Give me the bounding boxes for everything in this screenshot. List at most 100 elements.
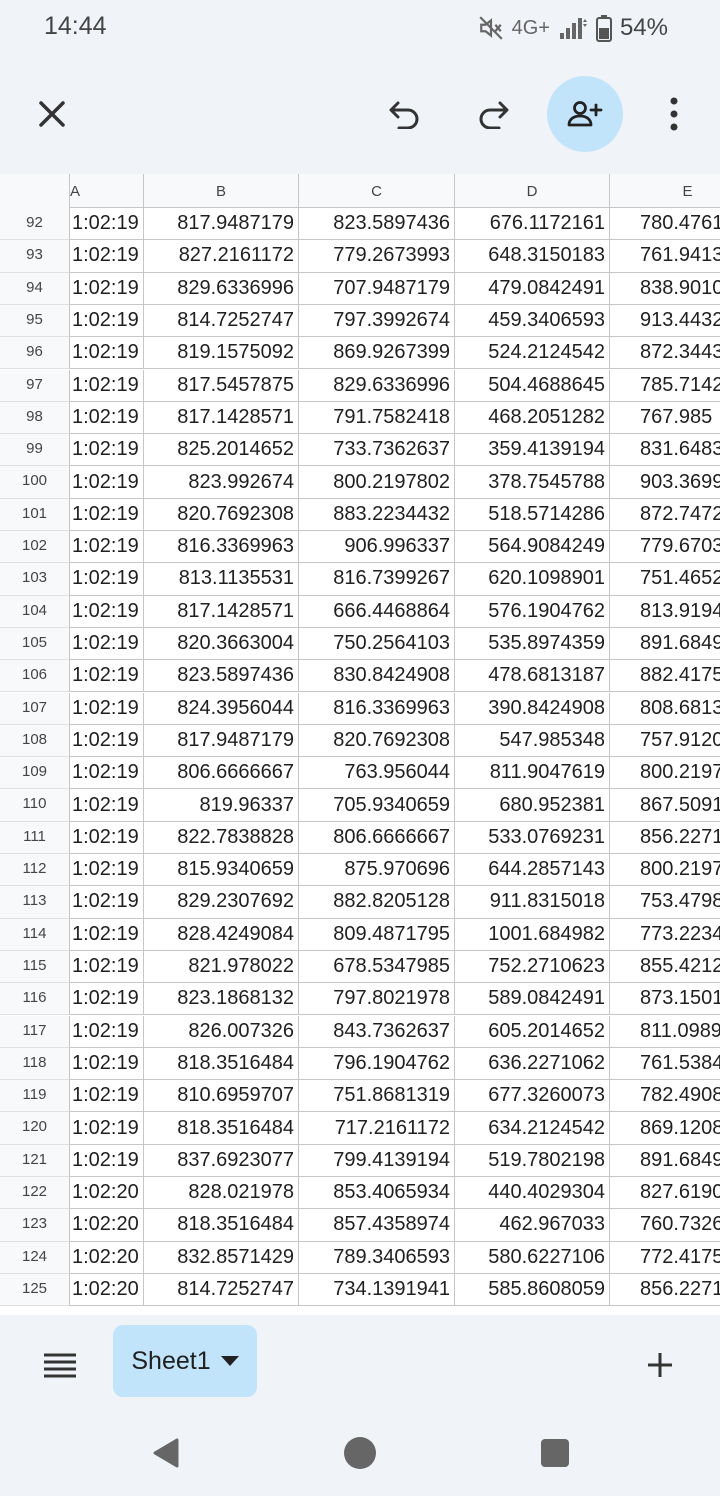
cell-d[interactable]: 524.2124542 xyxy=(455,337,610,370)
cell-a[interactable]: 1:02:19 xyxy=(70,466,144,499)
cell-c[interactable]: 707.9487179 xyxy=(299,272,455,305)
column-header-b[interactable]: B xyxy=(144,174,299,208)
undo-button[interactable] xyxy=(372,86,436,142)
cell-c[interactable]: 734.1391941 xyxy=(299,1273,455,1307)
cell-b[interactable]: 829.2307692 xyxy=(144,886,299,919)
cell-a[interactable]: 1:02:19 xyxy=(70,595,144,628)
cell-d[interactable]: 478.6813187 xyxy=(455,660,610,693)
cell-b[interactable]: 818.3516484 xyxy=(144,1112,299,1145)
cell-a[interactable]: 1:02:20 xyxy=(70,1209,144,1242)
row-header[interactable]: 117 xyxy=(0,1015,70,1048)
cell-d[interactable]: 1001.684982 xyxy=(455,918,610,951)
cell-e[interactable]: 761.9413 xyxy=(610,240,720,273)
cell-a[interactable]: 1:02:19 xyxy=(70,1112,144,1145)
cell-b[interactable]: 823.1868132 xyxy=(144,983,299,1016)
cell-d[interactable]: 644.2857143 xyxy=(455,854,610,887)
row-header[interactable]: 93 xyxy=(0,240,70,273)
cell-a[interactable]: 1:02:19 xyxy=(70,1015,144,1048)
row-header[interactable]: 100 xyxy=(0,466,70,499)
cell-e[interactable]: 751.4652 xyxy=(610,563,720,596)
cell-d[interactable]: 676.1172161 xyxy=(455,208,610,241)
cell-c[interactable]: 806.6666667 xyxy=(299,821,455,854)
cell-e[interactable]: 753.4798 xyxy=(610,886,720,919)
cell-e[interactable]: 903.3699 xyxy=(610,466,720,499)
cell-d[interactable]: 677.3260073 xyxy=(455,1080,610,1113)
cell-c[interactable]: 830.8424908 xyxy=(299,660,455,693)
cell-d[interactable]: 479.0842491 xyxy=(455,272,610,305)
cell-e[interactable]: 757.9120 xyxy=(610,725,720,758)
cell-a[interactable]: 1:02:20 xyxy=(70,1241,144,1274)
close-button[interactable] xyxy=(20,86,84,142)
cell-c[interactable]: 906.996337 xyxy=(299,531,455,564)
row-header[interactable]: 98 xyxy=(0,401,70,435)
cell-a[interactable]: 1:02:19 xyxy=(70,1080,144,1113)
cell-b[interactable]: 817.5457875 xyxy=(144,369,299,402)
cell-d[interactable]: 518.5714286 xyxy=(455,498,610,531)
cell-c[interactable]: 799.4139194 xyxy=(299,1144,455,1177)
cell-b[interactable]: 814.7252747 xyxy=(144,1273,299,1307)
cell-d[interactable]: 462.967033 xyxy=(455,1209,610,1242)
cell-b[interactable]: 827.2161172 xyxy=(144,240,299,273)
row-header[interactable]: 104 xyxy=(0,595,70,628)
row-header[interactable]: 113 xyxy=(0,886,70,919)
cell-e[interactable]: 872.3443 xyxy=(610,337,720,370)
sheet-tab[interactable]: Sheet1 xyxy=(113,1325,257,1397)
cell-e[interactable]: 867.5091 xyxy=(610,789,720,822)
cell-a[interactable]: 1:02:19 xyxy=(70,272,144,305)
cell-b[interactable]: 806.6666667 xyxy=(144,757,299,790)
cell-e[interactable]: 831.6483 xyxy=(610,434,720,467)
cell-d[interactable]: 636.2271062 xyxy=(455,1047,610,1081)
row-header[interactable]: 120 xyxy=(0,1112,70,1145)
cell-d[interactable]: 459.3406593 xyxy=(455,304,610,338)
cell-d[interactable]: 504.4688645 xyxy=(455,369,610,402)
select-all-corner[interactable] xyxy=(0,174,70,208)
column-header-c[interactable]: C xyxy=(299,174,455,208)
cell-b[interactable]: 813.1135531 xyxy=(144,563,299,596)
cell-a[interactable]: 1:02:20 xyxy=(70,1177,144,1210)
cell-a[interactable]: 1:02:19 xyxy=(70,1144,144,1177)
cell-b[interactable]: 824.3956044 xyxy=(144,692,299,725)
row-header[interactable]: 112 xyxy=(0,854,70,887)
cell-b[interactable]: 837.6923077 xyxy=(144,1144,299,1177)
cell-e[interactable]: 785.7142 xyxy=(610,370,720,402)
row-header[interactable]: 101 xyxy=(0,498,70,531)
cell-a[interactable]: 1:02:19 xyxy=(70,498,144,531)
cell-d[interactable]: 580.6227106 xyxy=(455,1241,610,1274)
cell-e[interactable]: 782.4908 xyxy=(610,1080,720,1113)
cell-c[interactable]: 883.2234432 xyxy=(299,498,455,531)
cell-d[interactable]: 589.0842491 xyxy=(455,983,610,1016)
cell-c[interactable]: 853.4065934 xyxy=(299,1177,455,1210)
cell-e[interactable]: 872.7472 xyxy=(610,499,720,531)
cell-c[interactable]: 666.4468864 xyxy=(299,595,455,628)
cell-c[interactable]: 717.2161172 xyxy=(299,1112,455,1145)
row-header[interactable]: 125 xyxy=(0,1273,70,1307)
cell-e[interactable]: 913.4432 xyxy=(610,305,720,338)
cell-a[interactable]: 1:02:19 xyxy=(70,563,144,596)
cell-a[interactable]: 1:02:19 xyxy=(70,369,144,402)
cell-a[interactable]: 1:02:19 xyxy=(70,304,144,338)
cell-e[interactable]: 882.4175 xyxy=(610,660,720,693)
row-header[interactable]: 123 xyxy=(0,1209,70,1242)
cell-c[interactable]: 751.8681319 xyxy=(299,1080,455,1113)
cell-a[interactable]: 1:02:19 xyxy=(70,821,144,854)
row-header[interactable]: 102 xyxy=(0,531,70,564)
cell-c[interactable]: 796.1904762 xyxy=(299,1047,455,1081)
cell-b[interactable]: 829.6336996 xyxy=(144,272,299,305)
cell-e[interactable]: 808.6813 xyxy=(610,693,720,725)
row-header[interactable]: 106 xyxy=(0,660,70,693)
column-header-d[interactable]: D xyxy=(455,174,610,208)
cell-b[interactable]: 832.8571429 xyxy=(144,1241,299,1274)
cell-a[interactable]: 1:02:19 xyxy=(70,401,144,435)
redo-button[interactable] xyxy=(462,86,526,142)
cell-d[interactable]: 547.985348 xyxy=(455,724,610,758)
row-header[interactable]: 124 xyxy=(0,1241,70,1274)
cell-c[interactable]: 829.6336996 xyxy=(299,369,455,402)
cell-c[interactable]: 797.3992674 xyxy=(299,304,455,338)
cell-c[interactable]: 750.2564103 xyxy=(299,627,455,661)
cell-a[interactable]: 1:02:19 xyxy=(70,337,144,370)
cell-a[interactable]: 1:02:19 xyxy=(70,660,144,693)
cell-e[interactable]: 891.6849 xyxy=(610,1145,720,1177)
cell-b[interactable]: 814.7252747 xyxy=(144,304,299,338)
cell-e[interactable]: 811.0989 xyxy=(610,1016,720,1048)
cell-c[interactable]: 797.8021978 xyxy=(299,983,455,1016)
